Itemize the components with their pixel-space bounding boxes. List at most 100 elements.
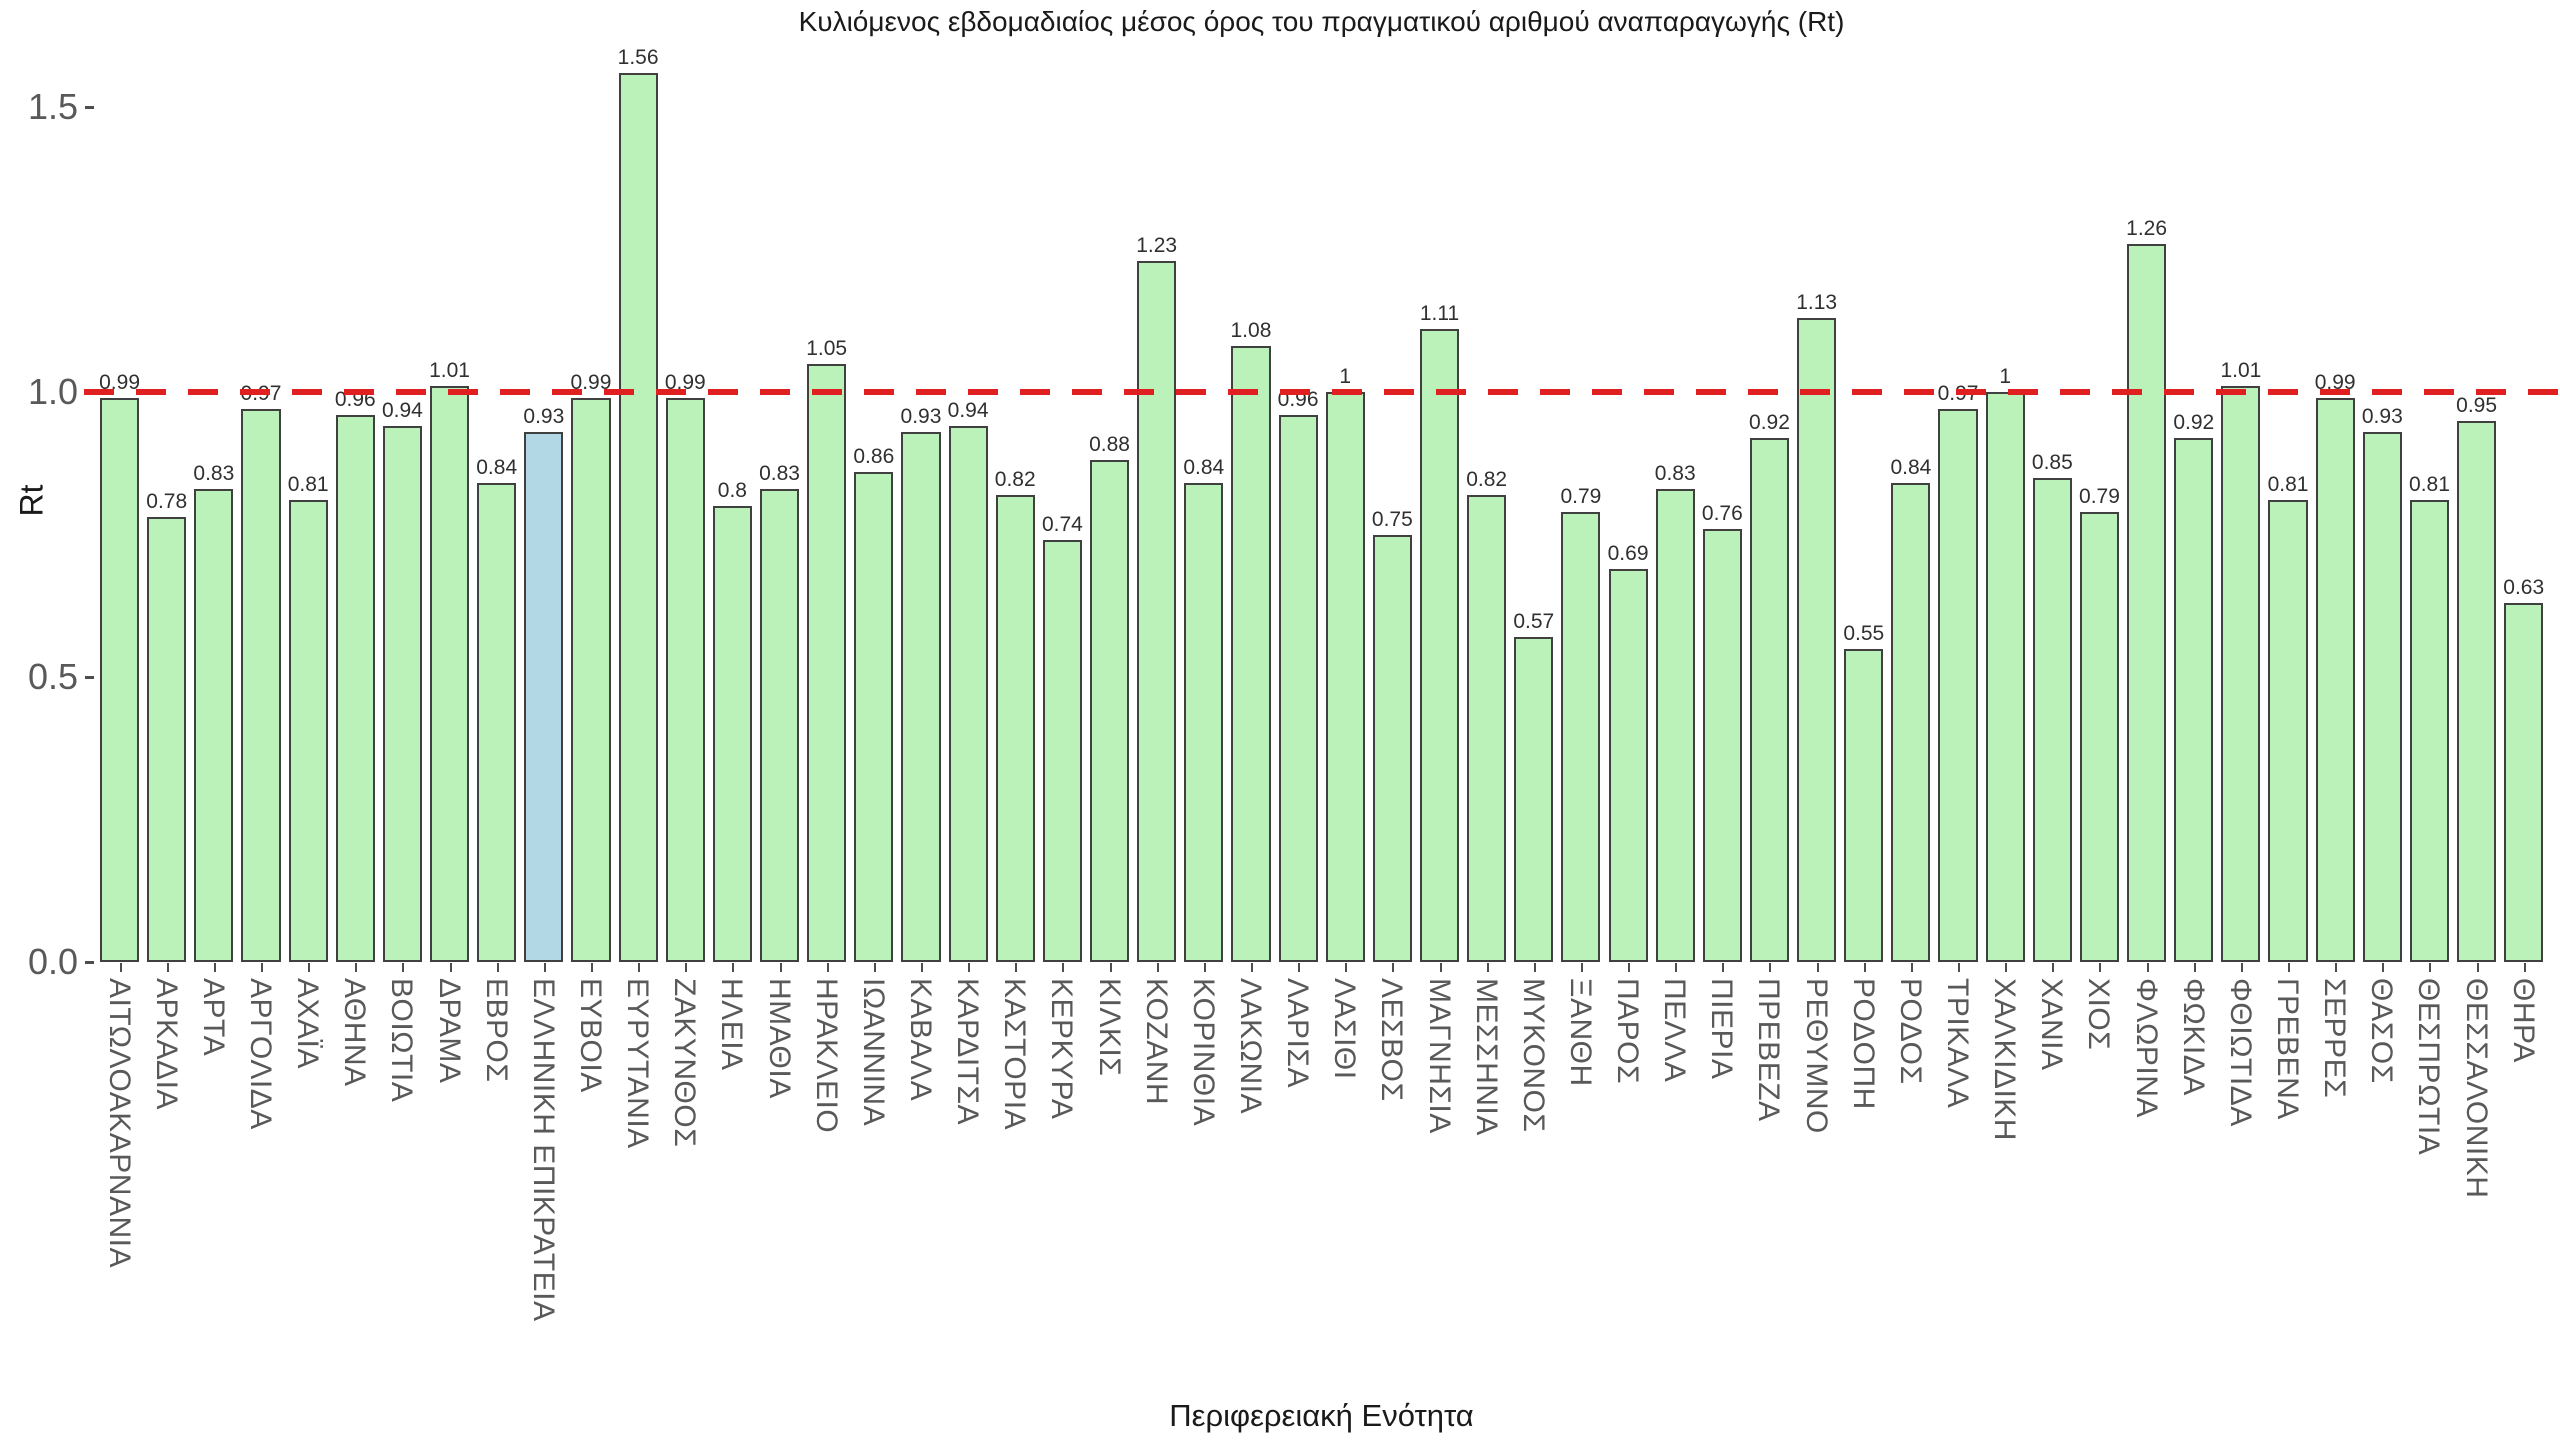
x-tick-mark	[1486, 963, 1489, 972]
x-tick-cell: ΚΑΣΤΟΡΙΑ	[992, 963, 1039, 1433]
bar-column: 0.57	[1510, 50, 1557, 962]
bar-value-label: 0.8	[717, 479, 747, 502]
x-tick-cell: ΚΕΡΚΥΡΑ	[1039, 963, 1086, 1433]
bar-value-label: 0.82	[994, 467, 1036, 491]
bar	[995, 494, 1035, 962]
x-tick-cell: ΗΡΑΚΛΕΙΟ	[803, 963, 850, 1433]
bar	[1891, 483, 1931, 962]
bar	[712, 506, 752, 962]
bar	[2409, 500, 2450, 962]
bar-value-label: 0.55	[1843, 621, 1885, 645]
bar-column: 0.84	[1180, 50, 1227, 962]
plot-area: 0.990.780.830.970.810.960.941.010.840.93…	[96, 46, 2547, 962]
x-tick-cell: ΞΑΝΘΗ	[1557, 963, 1604, 1433]
bar-column: 0.82	[1463, 50, 1510, 962]
x-tick-label: ΕΥΡΥΤΑΝΙΑ	[621, 978, 655, 1149]
bar-column: 1.13	[1793, 50, 1840, 962]
x-tick-cell: ΛΑΡΙΣΑ	[1275, 963, 1322, 1433]
x-tick-mark	[1156, 963, 1159, 972]
bar-column: 0.83	[1652, 50, 1699, 962]
bar-value-label: 0.81	[2267, 473, 2309, 497]
x-tick-label: ΡΕΘΥΜΝΟ	[1799, 978, 1833, 1134]
bar	[477, 483, 517, 962]
x-tick-cell: ΕΛΛΗΝΙΚΗ ΕΠΙΚΡΑΤΕΙΑ	[520, 963, 567, 1433]
x-tick-mark	[873, 963, 876, 972]
bar-column: 0.99	[96, 50, 143, 962]
bar	[429, 386, 470, 962]
x-tick-cell: ΕΥΡΥΤΑΝΙΑ	[615, 963, 662, 1433]
bar-column: 1	[1322, 50, 1369, 962]
x-tick-mark	[543, 963, 546, 972]
bar-column: 0.94	[945, 50, 992, 962]
bar	[241, 409, 281, 962]
x-tick-mark	[308, 963, 311, 972]
x-tick-cell: ΓΡΕΒΕΝΑ	[2264, 963, 2311, 1433]
x-tick-label: ΠΕΛΛΑ	[1658, 978, 1692, 1083]
bar	[2079, 511, 2120, 962]
bar	[1372, 534, 1412, 962]
bar-column: 0.96	[332, 50, 379, 962]
x-tick-label: ΙΩΑΝΝΙΝΑ	[856, 978, 890, 1127]
x-tick-label: ΠΡΕΒΕΖΑ	[1752, 978, 1786, 1122]
bar-column: 0.74	[1039, 50, 1086, 962]
bar-value-label: 1	[1339, 365, 1352, 388]
bar	[1419, 329, 1460, 962]
x-tick-mark	[732, 963, 735, 972]
bar-column: 0.55	[1840, 50, 1887, 962]
bar-value-label: 0.83	[759, 461, 800, 485]
bar	[194, 488, 234, 962]
bar-column: 1.08	[1227, 50, 1274, 962]
x-tick-mark	[1958, 963, 1961, 972]
bar-value-label: 1.11	[1419, 302, 1460, 326]
bar-column: 0.81	[285, 50, 332, 962]
bar-column: 0.75	[1369, 50, 1416, 962]
bar	[2268, 500, 2308, 962]
bar-value-label: 0.92	[2173, 410, 2215, 434]
bar	[1749, 437, 1790, 962]
bar-value-label: 1.01	[2220, 359, 2262, 383]
x-tick-cell: ΦΘΙΩΤΙΔΑ	[2217, 963, 2264, 1433]
bar-value-label: 0.57	[1513, 610, 1555, 634]
x-tick-cell: ΕΥΒΟΙΑ	[567, 963, 614, 1433]
bar-value-label: 0.63	[2503, 575, 2545, 599]
bar-value-label: 0.76	[1701, 501, 1743, 525]
bar-column: 0.83	[756, 50, 803, 962]
bar	[1184, 483, 1224, 962]
x-tick-cell: ΧΑΝΙΑ	[2029, 963, 2076, 1433]
x-tick-mark	[1628, 963, 1631, 972]
bar	[854, 471, 894, 962]
x-tick-mark	[779, 963, 782, 972]
bar-column: 0.97	[1934, 50, 1981, 962]
bar-column: 0.76	[1699, 50, 1746, 962]
x-tick-label: ΠΑΡΟΣ	[1611, 978, 1645, 1085]
bar-value-label: 1	[1999, 365, 2012, 388]
x-tick-label: ΛΑΚΩΝΙΑ	[1233, 978, 1267, 1114]
x-tick-label: ΣΕΡΡΕΣ	[2318, 978, 2352, 1099]
x-tick-cell: ΘΕΣΠΡΩΤΙΑ	[2406, 963, 2453, 1433]
x-tick-label: ΛΑΡΙΣΑ	[1281, 978, 1315, 1088]
x-tick-mark	[1062, 963, 1065, 972]
bar	[1797, 317, 1837, 962]
x-tick-mark	[968, 963, 971, 972]
x-tick-label: ΛΑΣΙΘΙ	[1328, 978, 1362, 1080]
bar	[618, 72, 658, 962]
x-tick-mark	[2523, 963, 2526, 972]
x-tick-label: ΜΥΚΟΝΟΣ	[1516, 978, 1550, 1133]
bar-value-label: 0.95	[2456, 393, 2498, 417]
x-tick-label: ΛΕΣΒΟΣ	[1375, 978, 1409, 1102]
x-tick-label: ΚΕΡΚΥΡΑ	[1045, 978, 1079, 1120]
x-tick-label: ΦΩΚΙΔΑ	[2176, 978, 2210, 1096]
bar-column: 0.99	[662, 50, 709, 962]
x-tick-label: ΓΡΕΒΕΝΑ	[2271, 978, 2305, 1120]
bar-column: 0.85	[2029, 50, 2076, 962]
bar-column: 1.05	[803, 50, 850, 962]
x-tick-label: ΘΕΣΠΡΩΤΙΑ	[2412, 978, 2446, 1156]
x-tick-mark	[1345, 963, 1348, 972]
bar-column: 0.92	[1746, 50, 1793, 962]
bar-value-label: 0.86	[853, 444, 895, 468]
bar-value-label: 0.84	[1890, 456, 1932, 480]
bar-value-label: 1.01	[429, 359, 470, 383]
x-tick-cell: ΠΡΕΒΕΖΑ	[1746, 963, 1793, 1433]
bar-column: 0.8	[709, 50, 756, 962]
x-tick-label: ΑΙΤΩΛΟΑΚΑΡΝΑΝΙΑ	[102, 978, 136, 1268]
